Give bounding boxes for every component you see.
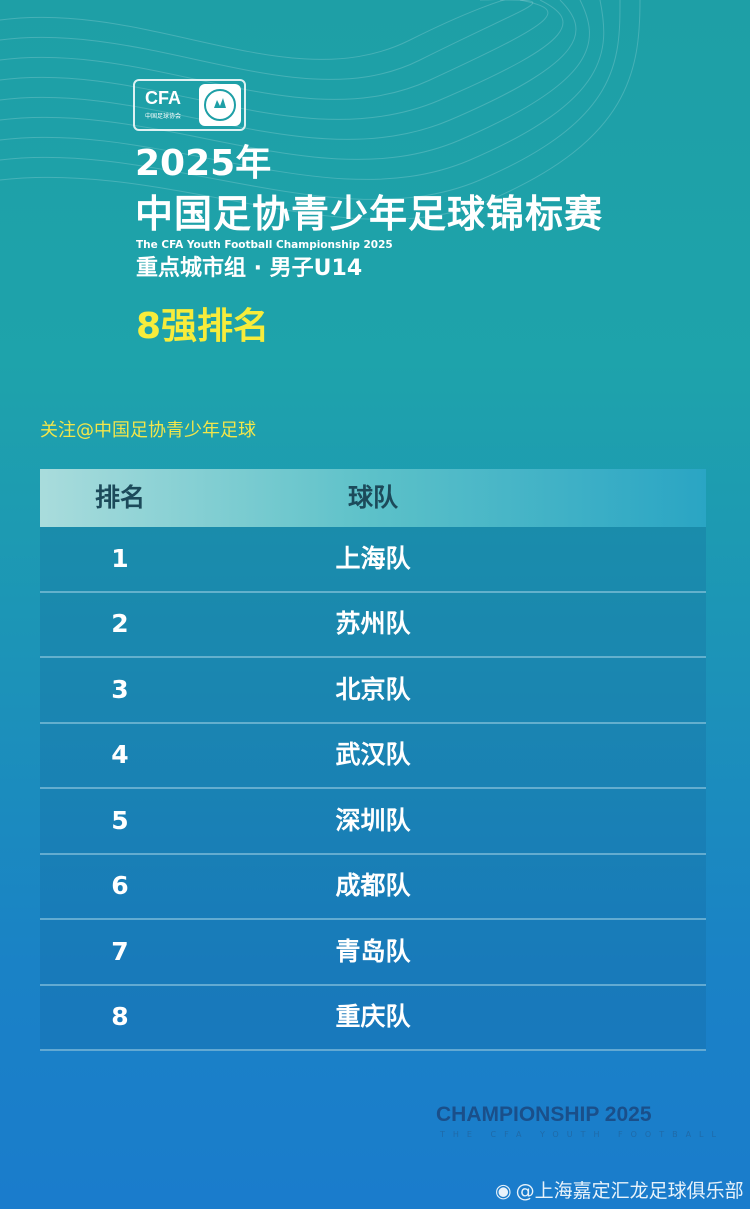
header-rank: 排名 <box>94 483 145 512</box>
rank-cell: 8 <box>111 1002 129 1032</box>
championship-text: CHAMPIONSHIP 2025 <box>436 1103 652 1126</box>
championship-subtext: THE CFA YOUTH FOOTBALL <box>440 1130 724 1139</box>
group-title: 重点城市组 · 男子U14 <box>136 256 363 281</box>
football-emblem-icon <box>199 84 241 126</box>
weibo-icon: ◉ <box>495 1180 512 1202</box>
table-header: 排名 球队 <box>40 469 706 527</box>
team-cell: 成都队 <box>335 871 411 901</box>
table-row: 3 北京队 <box>40 658 706 724</box>
logo-brand: CFA <box>145 88 181 108</box>
rank-cell: 5 <box>111 805 129 835</box>
rank-cell: 2 <box>111 609 129 639</box>
weibo-watermark: ◉ @上海嘉定汇龙足球俱乐部 <box>495 1180 744 1202</box>
cfa-logo: CFA 中国足球协会 <box>133 79 246 131</box>
wave-lines-decoration <box>0 0 641 220</box>
team-cell: 武汉队 <box>335 740 411 770</box>
team-cell: 青岛队 <box>335 936 411 966</box>
rank-cell: 1 <box>111 543 129 573</box>
table-row: 2 苏州队 <box>40 592 706 658</box>
rank-cell: 6 <box>111 871 129 901</box>
table-row: 1 上海队 <box>40 527 706 593</box>
english-title: The CFA Youth Football Championship 2025 <box>136 239 393 251</box>
event-title: 中国足协青少年足球锦标赛 <box>135 192 604 236</box>
team-cell: 北京队 <box>335 674 411 704</box>
table-row: 6 成都队 <box>40 854 706 920</box>
year-title: 2025年 <box>135 143 272 184</box>
watermark-text: @上海嘉定汇龙足球俱乐部 <box>515 1180 744 1202</box>
ranking-table: 排名 球队 1 上海队 2 苏州队 3 北京队 4 武汉队 5 深圳队 6 成都队 7 青岛队 8 重庆队 <box>40 469 706 1051</box>
ranking-title: 8强排名 <box>136 306 270 347</box>
table-row: 8 重庆队 <box>40 985 706 1051</box>
follow-text: 关注@中国足协青少年足球 <box>40 420 256 441</box>
table-row: 7 青岛队 <box>40 920 706 986</box>
table-row: 4 武汉队 <box>40 723 706 789</box>
team-cell: 苏州队 <box>335 609 411 639</box>
team-cell: 深圳队 <box>335 805 411 835</box>
team-cell: 上海队 <box>335 543 411 573</box>
rank-cell: 7 <box>111 936 129 966</box>
header-team: 球队 <box>347 483 398 512</box>
table-row: 5 深圳队 <box>40 789 706 855</box>
rank-cell: 4 <box>111 740 129 770</box>
rank-cell: 3 <box>111 674 129 704</box>
logo-subtitle: 中国足球协会 <box>145 113 182 120</box>
team-cell: 重庆队 <box>335 1002 411 1032</box>
